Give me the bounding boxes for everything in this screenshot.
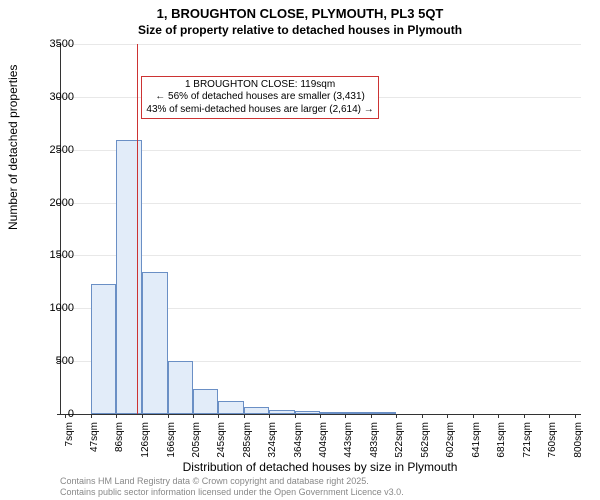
histogram-bar xyxy=(295,411,321,414)
histogram-bar xyxy=(168,361,193,414)
xtick-label: 245sqm xyxy=(216,422,227,462)
xtick-label: 47sqm xyxy=(89,422,100,462)
histogram-bar xyxy=(91,284,116,414)
xtick-mark xyxy=(524,414,525,418)
xtick-mark xyxy=(244,414,245,418)
ytick-label: 1000 xyxy=(34,302,74,314)
xtick-label: 443sqm xyxy=(343,422,354,462)
xtick-mark xyxy=(498,414,499,418)
xtick-mark xyxy=(295,414,296,418)
chart-subtitle: Size of property relative to detached ho… xyxy=(0,21,600,37)
xtick-label: 681sqm xyxy=(496,422,507,462)
xtick-label: 86sqm xyxy=(114,422,125,462)
histogram-bar xyxy=(371,412,396,414)
footer-line-1: Contains HM Land Registry data © Crown c… xyxy=(60,476,404,487)
annotation-box: 1 BROUGHTON CLOSE: 119sqm← 56% of detach… xyxy=(141,76,378,120)
xtick-mark xyxy=(575,414,576,418)
xtick-label: 7sqm xyxy=(64,422,75,462)
annotation-line-1: 1 BROUGHTON CLOSE: 119sqm xyxy=(146,79,373,92)
histogram-bar xyxy=(142,272,168,414)
xtick-label: 404sqm xyxy=(318,422,329,462)
xtick-label: 285sqm xyxy=(242,422,253,462)
histogram-bar xyxy=(193,389,219,414)
histogram-bar xyxy=(320,412,345,414)
xtick-mark xyxy=(91,414,92,418)
xtick-mark xyxy=(345,414,346,418)
ytick-label: 2000 xyxy=(34,197,74,209)
xtick-mark xyxy=(396,414,397,418)
xtick-mark xyxy=(371,414,372,418)
xtick-label: 483sqm xyxy=(369,422,380,462)
xtick-label: 602sqm xyxy=(445,422,456,462)
xtick-label: 800sqm xyxy=(573,422,584,462)
xtick-label: 721sqm xyxy=(522,422,533,462)
xtick-mark xyxy=(193,414,194,418)
xtick-label: 324sqm xyxy=(267,422,278,462)
ytick-label: 500 xyxy=(34,355,74,367)
xtick-mark xyxy=(269,414,270,418)
histogram-bar xyxy=(345,412,371,414)
histogram-bar xyxy=(244,407,269,414)
attribution-footer: Contains HM Land Registry data © Crown c… xyxy=(60,476,404,498)
ytick-label: 3000 xyxy=(34,91,74,103)
xtick-label: 562sqm xyxy=(420,422,431,462)
plot-region: 7sqm47sqm86sqm126sqm166sqm205sqm245sqm28… xyxy=(60,44,581,415)
xtick-label: 760sqm xyxy=(547,422,558,462)
ytick-label: 2500 xyxy=(34,144,74,156)
xtick-mark xyxy=(168,414,169,418)
chart-container: 1, BROUGHTON CLOSE, PLYMOUTH, PL3 5QT Si… xyxy=(0,0,600,500)
ytick-label: 0 xyxy=(34,408,74,420)
xtick-mark xyxy=(447,414,448,418)
x-axis-label: Distribution of detached houses by size … xyxy=(60,460,580,474)
xtick-label: 641sqm xyxy=(471,422,482,462)
annotation-line-3: 43% of semi-detached houses are larger (… xyxy=(146,104,373,117)
ytick-label: 3500 xyxy=(34,38,74,50)
xtick-label: 166sqm xyxy=(166,422,177,462)
chart-title: 1, BROUGHTON CLOSE, PLYMOUTH, PL3 5QT xyxy=(0,0,600,21)
xtick-mark xyxy=(422,414,423,418)
xtick-mark xyxy=(473,414,474,418)
xtick-label: 522sqm xyxy=(394,422,405,462)
histogram-bar xyxy=(269,410,295,414)
xtick-label: 205sqm xyxy=(191,422,202,462)
xtick-mark xyxy=(320,414,321,418)
gridline xyxy=(61,44,581,45)
property-marker-line xyxy=(137,44,138,414)
xtick-mark xyxy=(142,414,143,418)
y-axis-label: Number of detached properties xyxy=(6,65,20,230)
xtick-label: 126sqm xyxy=(140,422,151,462)
ytick-label: 1500 xyxy=(34,249,74,261)
chart-area: 7sqm47sqm86sqm126sqm166sqm205sqm245sqm28… xyxy=(60,44,580,414)
xtick-mark xyxy=(549,414,550,418)
xtick-mark xyxy=(116,414,117,418)
xtick-mark xyxy=(218,414,219,418)
xtick-label: 364sqm xyxy=(293,422,304,462)
histogram-bar xyxy=(218,401,244,414)
footer-line-2: Contains public sector information licen… xyxy=(60,487,404,498)
annotation-line-2: ← 56% of detached houses are smaller (3,… xyxy=(146,91,373,104)
